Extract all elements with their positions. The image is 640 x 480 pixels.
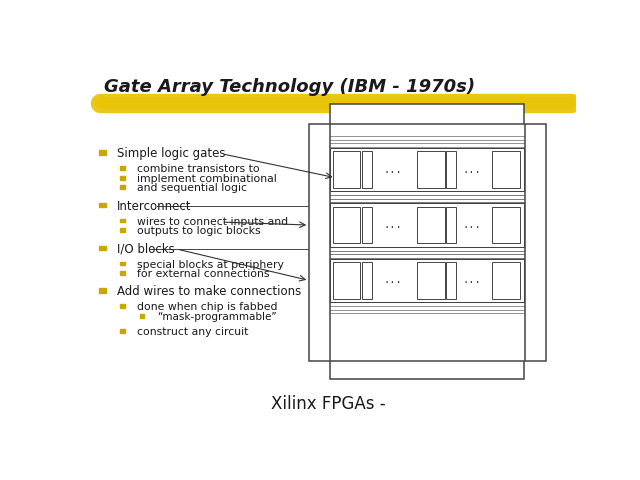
Bar xyxy=(333,152,360,188)
Bar xyxy=(120,166,125,170)
Bar xyxy=(120,271,125,275)
Bar xyxy=(492,152,520,188)
Bar xyxy=(330,104,524,124)
Bar xyxy=(362,207,372,243)
Text: ...: ... xyxy=(463,220,481,230)
Text: ...: ... xyxy=(383,220,402,230)
Text: combine transistors to: combine transistors to xyxy=(137,164,260,174)
Bar xyxy=(309,124,330,361)
Bar xyxy=(417,263,445,299)
Bar xyxy=(446,207,456,243)
Text: ...: ... xyxy=(383,276,402,286)
Text: Interconnect: Interconnect xyxy=(117,200,192,213)
Bar xyxy=(492,207,520,243)
Text: ...: ... xyxy=(463,165,481,175)
Bar xyxy=(417,207,445,243)
Bar xyxy=(362,263,372,299)
Text: done when chip is fabbed: done when chip is fabbed xyxy=(137,302,278,312)
Bar xyxy=(120,176,125,180)
Bar xyxy=(99,150,106,155)
Text: Add wires to make connections: Add wires to make connections xyxy=(117,286,301,299)
Bar xyxy=(120,185,125,189)
Bar xyxy=(120,262,125,265)
Bar xyxy=(120,228,125,232)
Text: ...: ... xyxy=(463,276,481,286)
Text: I/O blocks: I/O blocks xyxy=(117,242,175,255)
Bar xyxy=(120,219,125,222)
Bar xyxy=(525,124,546,361)
Text: and sequential logic: and sequential logic xyxy=(137,183,247,193)
Bar xyxy=(120,329,125,333)
Bar xyxy=(446,152,456,188)
Bar xyxy=(446,263,456,299)
Bar xyxy=(99,288,106,293)
Bar xyxy=(362,152,372,188)
Text: special blocks at periphery: special blocks at periphery xyxy=(137,260,284,270)
Text: outputs to logic blocks: outputs to logic blocks xyxy=(137,226,260,236)
Text: implement combinational: implement combinational xyxy=(137,174,276,184)
Bar xyxy=(330,361,524,379)
Text: wires to connect inputs and: wires to connect inputs and xyxy=(137,216,288,227)
Text: Simple logic gates: Simple logic gates xyxy=(117,147,226,160)
Bar xyxy=(492,263,520,299)
Bar xyxy=(140,314,144,318)
Bar xyxy=(120,304,125,308)
Text: Gate Array Technology (IBM - 1970s): Gate Array Technology (IBM - 1970s) xyxy=(104,78,475,96)
Text: Xilinx FPGAs -: Xilinx FPGAs - xyxy=(271,396,385,413)
Text: “mask-programmable”: “mask-programmable” xyxy=(157,312,276,322)
Bar xyxy=(333,207,360,243)
Bar xyxy=(330,203,524,247)
Bar xyxy=(330,148,524,192)
Bar xyxy=(99,246,106,251)
Bar xyxy=(417,152,445,188)
Text: construct any circuit: construct any circuit xyxy=(137,327,248,337)
Bar xyxy=(333,263,360,299)
Text: for external connections: for external connections xyxy=(137,269,269,279)
Bar xyxy=(99,203,106,207)
Bar xyxy=(330,259,524,302)
Text: ...: ... xyxy=(383,165,402,175)
